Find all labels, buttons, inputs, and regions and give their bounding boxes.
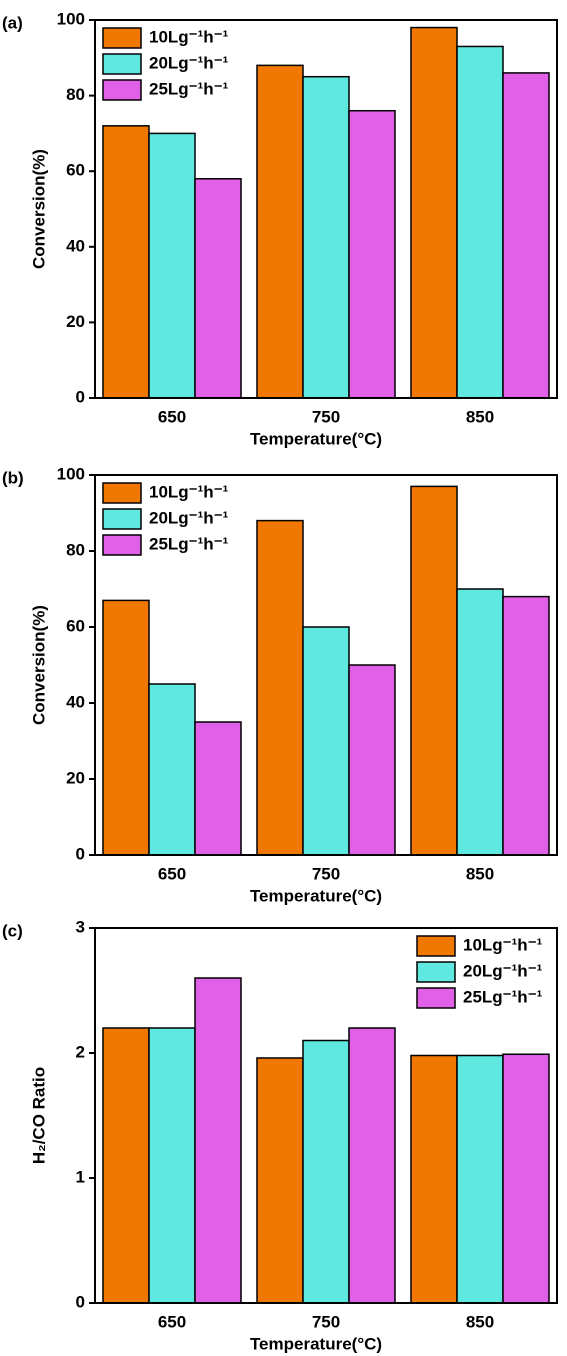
bar bbox=[148, 132, 196, 399]
legend-swatch bbox=[416, 987, 456, 1009]
bar bbox=[456, 45, 504, 399]
bar bbox=[102, 599, 150, 856]
y-tick-label: 40 bbox=[66, 692, 85, 711]
bar bbox=[194, 977, 242, 1304]
y-tick-label: 0 bbox=[76, 387, 85, 406]
x-tick-label: 850 bbox=[466, 1312, 494, 1331]
legend-swatch bbox=[102, 53, 142, 75]
x-tick-label: 850 bbox=[466, 864, 494, 883]
panel-label: (b) bbox=[2, 468, 24, 487]
y-tick-label: 20 bbox=[66, 768, 85, 787]
bar bbox=[302, 75, 350, 399]
plot-frame bbox=[94, 19, 558, 399]
y-tick-label: 2 bbox=[76, 1042, 85, 1061]
y-tick-label: 60 bbox=[66, 616, 85, 635]
y-tick-label: 80 bbox=[66, 85, 85, 104]
panel-label: (a) bbox=[2, 13, 23, 32]
panel-label: (c) bbox=[2, 921, 23, 940]
legend-label: 25Lg⁻¹h⁻¹ bbox=[463, 987, 543, 1006]
legend-swatch bbox=[416, 935, 456, 957]
x-axis-label: Temperature(°C) bbox=[250, 429, 382, 448]
y-axis-label: H₂/CO Ratio bbox=[29, 1067, 48, 1164]
bar bbox=[348, 664, 396, 856]
y-tick-label: 0 bbox=[76, 844, 85, 863]
y-tick-label: 60 bbox=[66, 161, 85, 180]
bar bbox=[194, 178, 242, 399]
x-axis-label: Temperature(°C) bbox=[250, 886, 382, 905]
bar bbox=[256, 519, 304, 856]
y-tick-label: 100 bbox=[57, 9, 85, 28]
y-tick-label: 3 bbox=[76, 917, 85, 936]
bar bbox=[410, 485, 458, 856]
x-tick-label: 750 bbox=[312, 1312, 340, 1331]
legend-swatch bbox=[102, 534, 142, 556]
plot-frame bbox=[94, 474, 558, 856]
bar bbox=[302, 626, 350, 856]
bar bbox=[148, 683, 196, 856]
legend-swatch bbox=[102, 79, 142, 101]
x-tick-label: 650 bbox=[158, 1312, 186, 1331]
bar bbox=[502, 595, 550, 856]
legend-swatch bbox=[416, 961, 456, 983]
y-tick-label: 0 bbox=[76, 1292, 85, 1311]
bar bbox=[302, 1039, 350, 1304]
bar bbox=[456, 588, 504, 856]
bar bbox=[348, 1027, 396, 1304]
legend-label: 10Lg⁻¹h⁻¹ bbox=[149, 27, 229, 46]
bar bbox=[194, 721, 242, 856]
y-tick-label: 100 bbox=[57, 464, 85, 483]
legend-label: 25Lg⁻¹h⁻¹ bbox=[149, 79, 229, 98]
x-tick-label: 850 bbox=[466, 407, 494, 426]
bar bbox=[456, 1054, 504, 1304]
legend-label: 25Lg⁻¹h⁻¹ bbox=[149, 534, 229, 553]
legend-label: 20Lg⁻¹h⁻¹ bbox=[463, 961, 543, 980]
legend-swatch bbox=[102, 508, 142, 530]
legend-swatch bbox=[102, 27, 142, 49]
legend-swatch bbox=[102, 482, 142, 504]
bar bbox=[502, 72, 550, 399]
x-tick-label: 750 bbox=[312, 407, 340, 426]
x-tick-label: 650 bbox=[158, 407, 186, 426]
legend-label: 10Lg⁻¹h⁻¹ bbox=[149, 482, 229, 501]
bar bbox=[102, 125, 150, 399]
bar bbox=[502, 1053, 550, 1304]
y-axis-label: Conversion(%) bbox=[29, 149, 48, 269]
legend-label: 20Lg⁻¹h⁻¹ bbox=[149, 53, 229, 72]
bar bbox=[148, 1027, 196, 1304]
y-tick-label: 80 bbox=[66, 540, 85, 559]
bar bbox=[348, 109, 396, 399]
x-axis-label: Temperature(°C) bbox=[250, 1334, 382, 1353]
y-axis-label: Conversion(%) bbox=[29, 605, 48, 725]
x-tick-label: 650 bbox=[158, 864, 186, 883]
bar bbox=[256, 1057, 304, 1304]
bar bbox=[410, 1054, 458, 1304]
plot-frame bbox=[94, 927, 558, 1304]
y-tick-label: 40 bbox=[66, 236, 85, 255]
y-tick-label: 1 bbox=[76, 1167, 85, 1186]
bar bbox=[102, 1027, 150, 1304]
legend-label: 20Lg⁻¹h⁻¹ bbox=[149, 508, 229, 527]
y-tick-label: 20 bbox=[66, 312, 85, 331]
bar bbox=[410, 26, 458, 399]
x-tick-label: 750 bbox=[312, 864, 340, 883]
bar bbox=[256, 64, 304, 399]
legend-label: 10Lg⁻¹h⁻¹ bbox=[463, 935, 543, 954]
